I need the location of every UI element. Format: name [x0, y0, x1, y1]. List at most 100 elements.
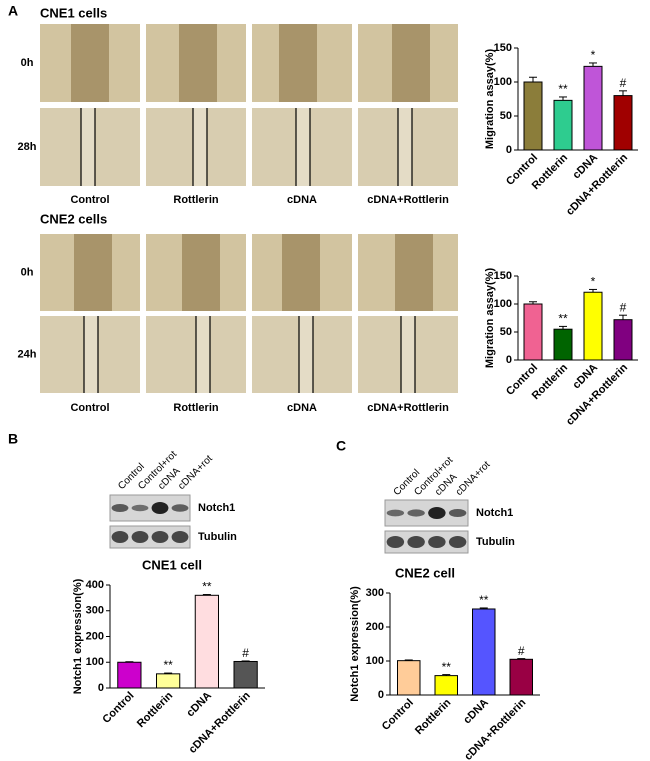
blot-band [448, 509, 467, 517]
y-tick-label: 200 [86, 630, 104, 642]
y-tick-label: 300 [366, 587, 384, 599]
panel-label: A [8, 3, 18, 19]
column-label: cDNA+Rottlerin [367, 194, 449, 206]
bar [434, 675, 458, 696]
blot-band [111, 504, 129, 512]
column-label: cDNA [287, 194, 317, 206]
y-axis-label: Notch1 expression(%) [349, 586, 361, 702]
wound-gap [392, 24, 430, 102]
bar [509, 658, 533, 696]
y-axis-label: Migration assay(%) [484, 49, 496, 150]
row-label: 0h [21, 57, 34, 69]
column-label: cDNA+Rottlerin [367, 402, 449, 414]
bar [613, 95, 633, 151]
wound-gap [84, 316, 98, 393]
significance-label: # [620, 76, 627, 90]
wound-gap [182, 234, 220, 311]
y-tick-label: 100 [366, 655, 384, 667]
lane-label: cDNA+rot [176, 453, 215, 492]
y-tick-label: 150 [494, 270, 512, 282]
significance-label: ** [558, 312, 568, 326]
y-tick-label: 0 [378, 689, 384, 701]
x-tick-label: cDNA [184, 690, 214, 720]
blot-band [171, 531, 189, 543]
y-axis-label: Migration assay(%) [484, 268, 496, 369]
bar [613, 319, 633, 361]
y-tick-label: 0 [506, 144, 512, 156]
bar [523, 81, 543, 151]
y-tick-label: 100 [494, 298, 512, 310]
x-tick-label: Control [380, 697, 416, 733]
band-label: Tubulin [476, 536, 515, 548]
panel-label: C [336, 438, 346, 454]
blot-strip [384, 530, 469, 554]
wound-gap [74, 234, 112, 311]
significance-label: * [591, 275, 596, 289]
significance-label: ** [202, 580, 212, 594]
blot-band [151, 502, 169, 514]
y-tick-label: 0 [98, 682, 104, 694]
wound-gap [279, 24, 317, 102]
y-tick-label: 100 [494, 76, 512, 88]
significance-label: ** [479, 593, 489, 607]
wound-gap [196, 316, 210, 393]
wound-gap [296, 108, 310, 186]
blot-band [428, 536, 446, 548]
y-tick-label: 300 [86, 605, 104, 617]
x-tick-label: cDNA [461, 697, 491, 727]
chart-title: CNE2 cell [395, 565, 455, 580]
bar [233, 660, 258, 689]
x-tick-label: Control [100, 690, 136, 726]
wound-gap [401, 316, 415, 393]
column-label: Control [70, 402, 109, 414]
row-label: 24h [18, 348, 37, 360]
y-axis-label: Notch1 expression(%) [72, 578, 84, 694]
bar [523, 303, 543, 361]
significance-label: ** [163, 658, 173, 672]
bar [472, 608, 496, 696]
wound-gap [179, 24, 217, 102]
wound-gap [193, 108, 207, 186]
y-tick-label: 50 [500, 326, 512, 338]
wound-gap [81, 108, 95, 186]
column-label: cDNA [287, 402, 317, 414]
x-tick-label: Rottlerin [135, 690, 176, 731]
wound-gap [299, 316, 313, 393]
blot-band [131, 504, 149, 512]
bar [397, 660, 421, 696]
wound-gap [282, 234, 320, 311]
panel-label: B [8, 431, 18, 447]
bar [583, 65, 603, 151]
micrograph-title: CNE1 cells [40, 5, 107, 20]
y-tick-label: 100 [86, 656, 104, 668]
y-tick-label: 150 [494, 42, 512, 54]
blot-band [386, 536, 405, 548]
band-label: Tubulin [198, 531, 237, 543]
y-tick-label: 0 [506, 354, 512, 366]
significance-label: ** [558, 82, 568, 96]
y-tick-label: 200 [366, 621, 384, 633]
significance-label: * [591, 48, 596, 62]
bar [553, 328, 573, 361]
y-tick-label: 50 [500, 110, 512, 122]
significance-label: # [620, 300, 627, 314]
x-tick-label: Rottlerin [413, 697, 454, 738]
band-label: Notch1 [198, 502, 235, 514]
significance-label: ** [442, 660, 452, 674]
significance-label: # [518, 644, 525, 658]
column-label: Rottlerin [173, 402, 219, 414]
blot-band [428, 507, 446, 519]
bar [194, 594, 219, 689]
wound-gap [395, 234, 433, 311]
bar [156, 673, 181, 689]
wound-gap [398, 108, 412, 186]
blot-band [407, 509, 425, 517]
bar [583, 291, 603, 361]
blot-band [407, 536, 425, 548]
blot-band [111, 531, 129, 543]
blot-strip [109, 525, 191, 549]
chart-title: CNE1 cell [142, 557, 202, 572]
row-label: 0h [21, 266, 34, 278]
column-label: Control [70, 194, 109, 206]
